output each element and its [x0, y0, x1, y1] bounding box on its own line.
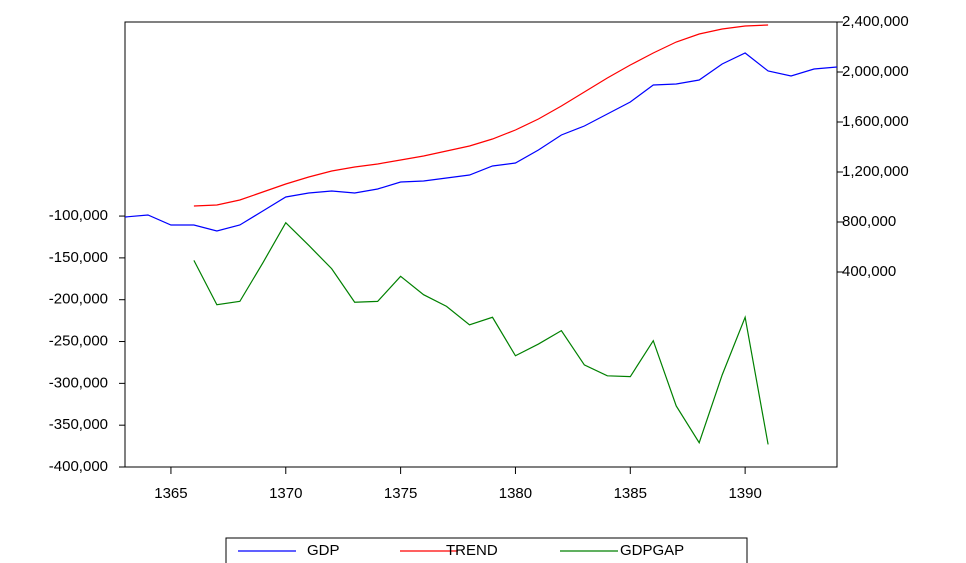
legend: GDP TREND GDPGAP	[226, 538, 747, 563]
y-tick-label: -100,000	[49, 207, 108, 224]
series-line	[194, 223, 768, 445]
y-tick-label: -200,000	[49, 291, 108, 308]
y-tick-label: -250,000	[49, 332, 108, 349]
y-tick-label: -150,000	[49, 249, 108, 266]
y2-tick-label: 1,200,000	[842, 163, 909, 180]
x-tick-label: 1380	[499, 485, 532, 502]
legend-label: TREND	[446, 542, 498, 559]
x-tick-label: 1375	[384, 485, 417, 502]
plot-frame	[125, 22, 837, 467]
y2-tick-label: 2,000,000	[842, 63, 909, 80]
x-tick-label: 1370	[269, 485, 302, 502]
y2-tick-label: 400,000	[842, 263, 896, 280]
x-tick-label: 1365	[154, 485, 187, 502]
legend-label: GDPGAP	[620, 542, 684, 559]
y2-tick-label: 800,000	[842, 213, 896, 230]
y2-tick-label: 1,600,000	[842, 113, 909, 130]
y-tick-label: -300,000	[49, 374, 108, 391]
x-tick-label: 1390	[728, 485, 761, 502]
x-tick-label: 1385	[614, 485, 647, 502]
legend-label: GDP	[307, 542, 340, 559]
y2-tick-label: 2,400,000	[842, 13, 909, 30]
series-line	[194, 25, 768, 206]
y-tick-label: -400,000	[49, 458, 108, 475]
chart: GDP TREND GDPGAP -400,000 -350,000 -300,000 -…	[0, 0, 966, 563]
y-tick-label: -350,000	[49, 416, 108, 433]
